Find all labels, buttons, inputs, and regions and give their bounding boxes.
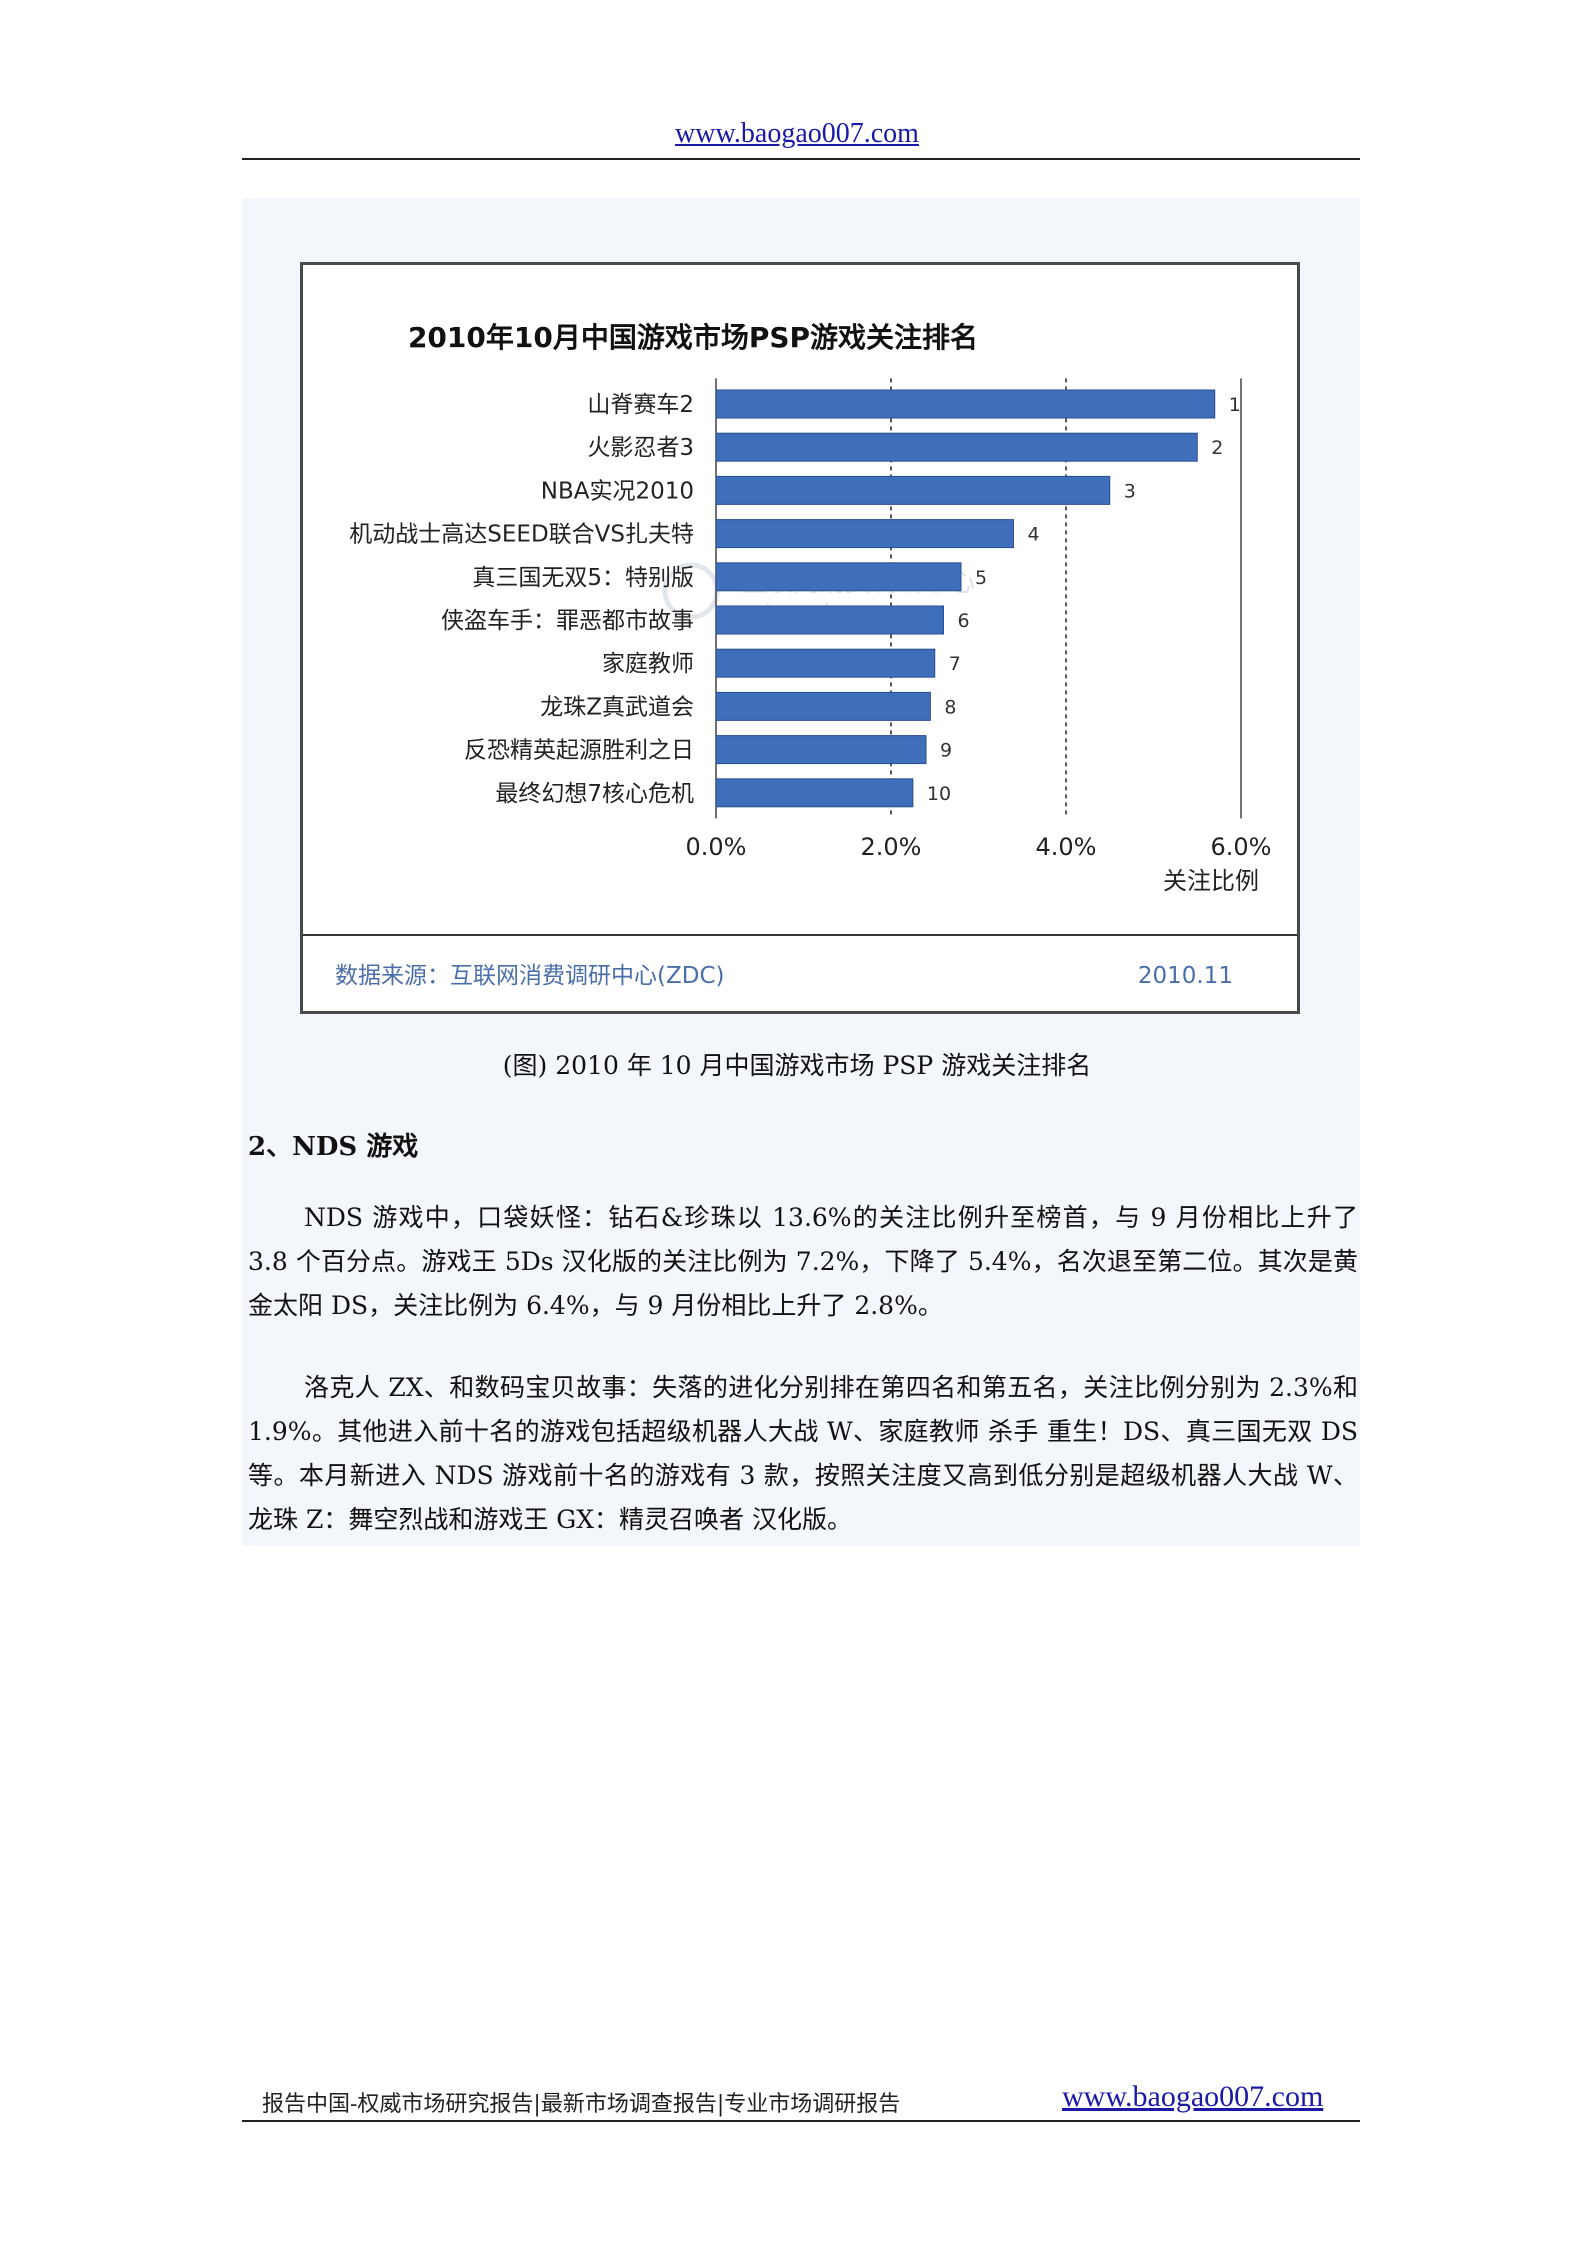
header-rule	[242, 158, 1360, 160]
category-label-9: 反恐精英起源胜利之日	[464, 738, 694, 764]
category-label-10: 最终幻想7核心危机	[495, 781, 694, 807]
footer-url-link[interactable]: www.baogao007.com	[1062, 2080, 1324, 2113]
header-url-link[interactable]: www.baogao007.com	[675, 118, 919, 149]
category-label-7: 家庭教师	[602, 651, 694, 677]
bar-7	[715, 648, 936, 678]
category-label-3: NBA实况2010	[541, 478, 694, 504]
x-tick-label-3: 4.0%	[1036, 833, 1097, 861]
bar-4	[715, 519, 1014, 549]
bar-1	[715, 389, 1216, 419]
category-label-4: 机动战士高达SEED联合VS扎夫特	[349, 522, 694, 548]
bar-2	[715, 432, 1198, 462]
chart-frame: 2010年10月中国游戏市场PSP游戏关注排名 互联网消费调研中心 zdc.zo…	[300, 262, 1300, 1014]
bar-5	[715, 562, 962, 592]
x-tick-label-1: 0.0%	[686, 833, 747, 861]
bar-3	[715, 475, 1111, 505]
category-label-6: 侠盗车手：罪恶都市故事	[441, 608, 694, 634]
bar-chart: 2010年10月中国游戏市场PSP游戏关注排名 互联网消费调研中心 zdc.zo…	[303, 321, 1297, 989]
category-label-2: 火影忍者3	[587, 435, 694, 461]
data-label-10: 10	[927, 783, 951, 805]
bar-8	[715, 691, 931, 721]
footer-rule	[242, 2120, 1360, 2122]
category-label-5: 真三国无双5：特别版	[472, 565, 694, 591]
paragraph-2: 洛克人 ZX、和数码宝贝故事：失落的进化分别排在第四名和第五名，关注比例分别为 …	[248, 1373, 1358, 1534]
paragraph-1: NDS 游戏中，口袋妖怪：钻石&珍珠以 13.6%的关注比例升至榜首，与 9 月…	[248, 1203, 1358, 1320]
data-label-6: 6	[958, 610, 970, 632]
data-label-2: 2	[1211, 437, 1223, 459]
bar-10	[715, 778, 914, 808]
x-tick-label-4: 6.0%	[1211, 833, 1272, 861]
data-label-4: 4	[1028, 524, 1040, 546]
data-label-3: 3	[1124, 480, 1136, 502]
bar-9	[715, 735, 927, 765]
chart-source: 数据来源：互联网消费调研中心(ZDC)	[335, 963, 724, 989]
x-axis-label: 关注比例	[1163, 867, 1259, 895]
footer-text: 报告中国-权威市场研究报告|最新市场调查报告|专业市场调研报告	[262, 2092, 901, 2117]
x-tick-label-2: 2.0%	[861, 833, 922, 861]
data-label-9: 9	[940, 740, 952, 762]
data-label-7: 7	[949, 653, 961, 675]
figure-caption: (图) 2010 年 10 月中国游戏市场 PSP 游戏关注排名	[502, 1051, 1092, 1080]
category-label-8: 龙珠Z真武道会	[540, 694, 694, 720]
data-label-8: 8	[944, 696, 956, 718]
data-label-5: 5	[975, 567, 987, 589]
chart-date: 2010.11	[1138, 963, 1233, 989]
section-heading: 2、NDS 游戏	[248, 1132, 419, 1162]
category-label-1: 山脊赛车2	[587, 392, 694, 418]
chart-title: 2010年10月中国游戏市场PSP游戏关注排名	[408, 321, 978, 354]
data-label-1: 1	[1229, 394, 1241, 416]
bar-6	[715, 605, 944, 635]
